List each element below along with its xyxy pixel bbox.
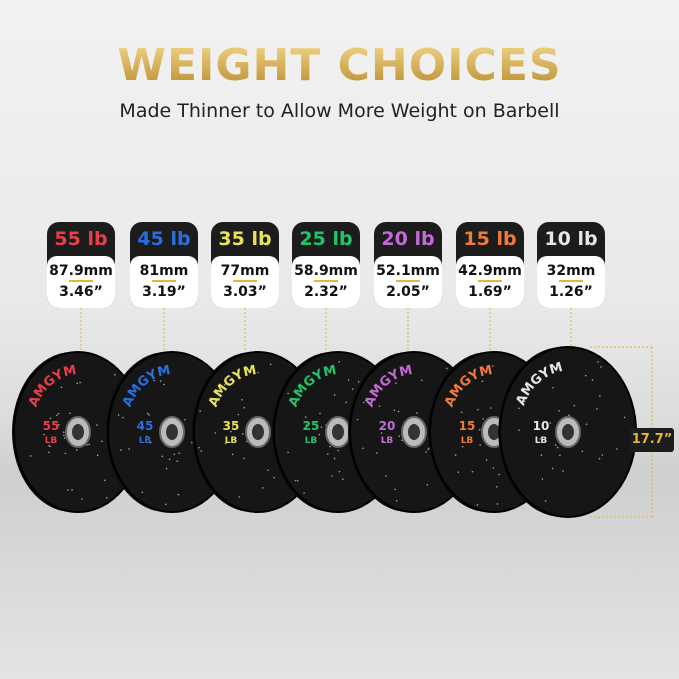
divider bbox=[314, 280, 338, 282]
divider bbox=[478, 280, 502, 282]
thickness-mm: 52.1mm bbox=[376, 263, 440, 279]
page-title: WEIGHT CHOICES bbox=[0, 40, 679, 91]
plate-weight-number: 55 bbox=[43, 419, 60, 433]
thickness-inch: 1.69” bbox=[468, 284, 512, 300]
divider bbox=[69, 280, 93, 282]
weight-card: 35 lb 77mm 3.03” bbox=[211, 222, 279, 308]
weight-card: 20 lb 52.1mm 2.05” bbox=[374, 222, 442, 308]
plate-hole bbox=[562, 424, 574, 440]
plate-hole bbox=[488, 424, 500, 440]
plate-hole bbox=[408, 424, 420, 440]
plate-weight-number: 20 bbox=[379, 419, 396, 433]
weight-label: 45 lb bbox=[137, 228, 191, 250]
plate-weight-number: 10 bbox=[533, 419, 550, 433]
weight-label: 35 lb bbox=[218, 228, 272, 250]
plate-hole bbox=[332, 424, 344, 440]
thickness-mm: 81mm bbox=[139, 263, 189, 279]
plate-weight-number: 15 bbox=[459, 419, 476, 433]
diameter-label: 17.7” bbox=[630, 428, 674, 452]
weight-card: 25 lb 58.9mm 2.32” bbox=[292, 222, 360, 308]
thickness-mm: 32mm bbox=[546, 263, 596, 279]
thickness-mm: 87.9mm bbox=[49, 263, 113, 279]
thickness-mm: 77mm bbox=[220, 263, 270, 279]
thickness-inch: 3.46” bbox=[59, 284, 103, 300]
thickness-mm: 42.9mm bbox=[458, 263, 522, 279]
plate-hole bbox=[166, 424, 178, 440]
plate-unit: LB bbox=[45, 436, 58, 446]
plate-unit: LB bbox=[381, 436, 394, 446]
divider bbox=[559, 280, 583, 282]
weight-label: 10 lb bbox=[544, 228, 598, 250]
weight-label: 25 lb bbox=[299, 228, 353, 250]
weight-card: 10 lb 32mm 1.26” bbox=[537, 222, 605, 308]
page-subtitle: Made Thinner to Allow More Weight on Bar… bbox=[119, 100, 560, 122]
weight-label: 20 lb bbox=[381, 228, 435, 250]
plate-unit: LB bbox=[305, 436, 318, 446]
weight-card: 55 lb 87.9mm 3.46” bbox=[47, 222, 115, 308]
thickness-inch: 1.26” bbox=[549, 284, 593, 300]
thickness-inch: 3.19” bbox=[142, 284, 186, 300]
weight-label: 55 lb bbox=[54, 228, 108, 250]
plate-unit: LB bbox=[225, 436, 238, 446]
thickness-inch: 2.32” bbox=[304, 284, 348, 300]
divider bbox=[152, 280, 176, 282]
weight-card: 15 lb 42.9mm 1.69” bbox=[456, 222, 524, 308]
plate-weight-number: 45 bbox=[137, 419, 154, 433]
plate-unit: LB bbox=[535, 436, 548, 446]
plate-weight-number: 25 bbox=[303, 419, 320, 433]
thickness-inch: 2.05” bbox=[386, 284, 430, 300]
weight-card: 45 lb 81mm 3.19” bbox=[130, 222, 198, 308]
plate-hole bbox=[252, 424, 264, 440]
divider bbox=[396, 280, 420, 282]
plate-hole bbox=[72, 424, 84, 440]
weight-label: 15 lb bbox=[463, 228, 517, 250]
plate-unit: LB bbox=[139, 436, 152, 446]
thickness-inch: 3.03” bbox=[223, 284, 267, 300]
divider bbox=[233, 280, 257, 282]
plate-weight-number: 35 bbox=[223, 419, 240, 433]
thickness-mm: 58.9mm bbox=[294, 263, 358, 279]
plate-unit: LB bbox=[461, 436, 474, 446]
